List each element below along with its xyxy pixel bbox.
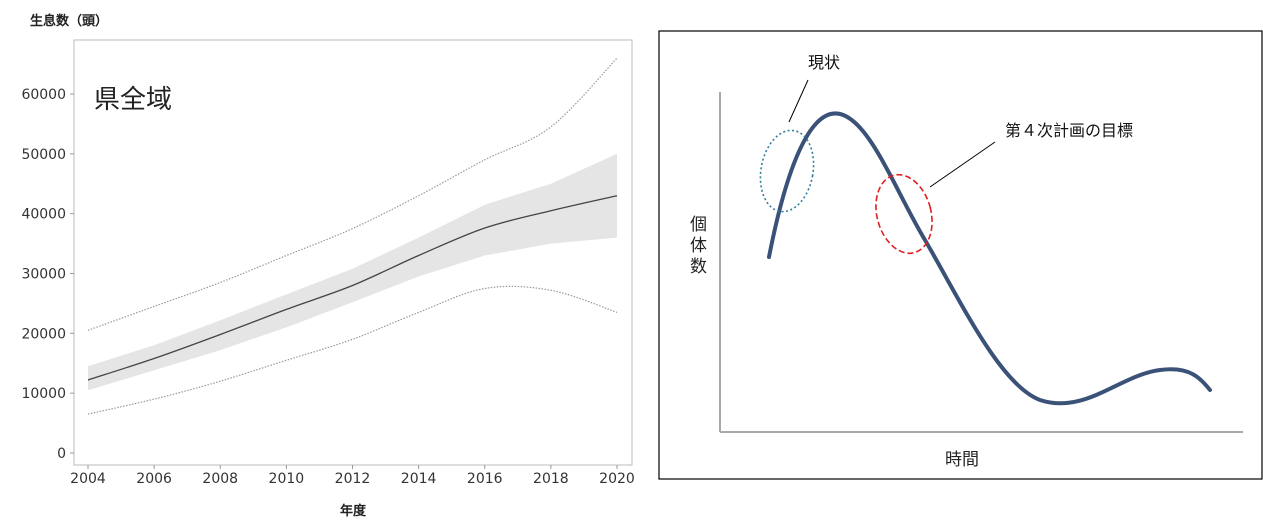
diagram-y-label: 個体数 (690, 215, 707, 277)
x-tick-label: 2006 (136, 471, 172, 487)
x-tick-label: 2010 (269, 471, 305, 487)
current-status-label: 現状 (808, 53, 840, 72)
conceptual-population-diagram: 現状 第４次計画の目標 個体数 時間 (658, 30, 1263, 480)
x-tick-label: 2012 (335, 471, 371, 487)
y-tick-label: 20000 (21, 326, 66, 342)
diagram-y-label-char: 体 (690, 236, 707, 256)
y-tick-label: 30000 (21, 267, 66, 283)
region-annotation: 県全域 (94, 85, 172, 115)
x-tick-label: 2014 (401, 471, 437, 487)
y-axis-ticks: 0 10000 20000 30000 40000 50000 60000 (21, 87, 74, 462)
y-axis-label: 生息数（頭） (30, 14, 109, 29)
current-status-ellipse (759, 129, 815, 213)
population-curve (767, 111, 1212, 406)
target-ellipse (875, 173, 933, 255)
estimate-line (87, 195, 618, 381)
outer-interval-upper-line (87, 57, 618, 331)
diagram-y-label-char: 数 (690, 257, 707, 277)
y-tick-label: 60000 (21, 87, 66, 103)
population-trend-chart: 0 10000 20000 30000 40000 50000 60000 2004 2006… (21, 39, 635, 487)
x-tick-label: 2008 (202, 471, 238, 487)
diagram-y-label-char: 個 (690, 215, 707, 235)
diagram-x-label: 時間 (945, 450, 979, 470)
x-tick-label: 2016 (467, 471, 503, 487)
target-leader-line (929, 141, 996, 188)
target-label: 第４次計画の目標 (1005, 121, 1133, 140)
outer-interval-lower-line (87, 285, 618, 415)
confidence-band (88, 153, 617, 391)
y-tick-label: 0 (57, 446, 66, 462)
x-tick-label: 2018 (533, 471, 569, 487)
x-tick-label: 2020 (599, 471, 635, 487)
y-tick-label: 40000 (21, 207, 66, 223)
y-tick-label: 10000 (21, 386, 66, 402)
current-leader-line (788, 79, 809, 123)
y-tick-label: 50000 (21, 147, 66, 163)
diagram-frame (658, 30, 1263, 480)
x-axis-ticks: 2004 2006 2008 2010 2012 2014 2016 2018 2020 (70, 465, 635, 487)
x-axis-label: 年度 (340, 504, 367, 519)
x-tick-label: 2004 (70, 471, 106, 487)
